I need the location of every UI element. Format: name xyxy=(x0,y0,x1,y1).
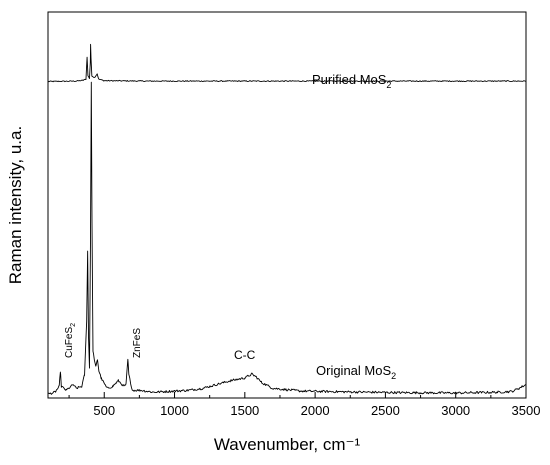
x-tick-label: 1500 xyxy=(230,403,259,418)
plot-frame xyxy=(47,11,527,399)
annotation-znfes: ZnFeS xyxy=(132,328,143,358)
x-tick-label: 2500 xyxy=(371,403,400,418)
x-tick-label: 1000 xyxy=(160,403,189,418)
series-label-purified-sub: 2 xyxy=(386,80,391,90)
x-axis-title: Wavenumber, cm⁻¹ xyxy=(214,435,361,454)
x-tick-label: 500 xyxy=(93,403,115,418)
series-label-purified-main: Purified MoS xyxy=(312,72,387,87)
series-line-original xyxy=(47,81,527,395)
x-tick-label: 2000 xyxy=(301,403,330,418)
series-line-purified xyxy=(47,43,527,83)
annotation-cc: C-C xyxy=(234,348,256,362)
series-label-purified: Purified MoS2 xyxy=(312,72,391,90)
annotation-cufes2: CuFeS2 xyxy=(64,323,77,358)
x-axis-ticks: 500 1000 1500 2000 2500 3000 3500 xyxy=(68,392,541,418)
series-label-original-main: Original MoS xyxy=(316,363,391,378)
y-axis-title: Raman intensity, u.a. xyxy=(6,126,25,284)
annotation-cufes2-main: CuFeS xyxy=(64,327,75,358)
series-label-original: Original MoS2 xyxy=(316,363,396,381)
x-tick-label: 3500 xyxy=(512,403,541,418)
x-tick-label: 3000 xyxy=(441,403,470,418)
series-label-original-sub: 2 xyxy=(391,371,396,381)
annotation-cufes2-sub: 2 xyxy=(70,323,77,327)
series-lines xyxy=(47,43,527,395)
